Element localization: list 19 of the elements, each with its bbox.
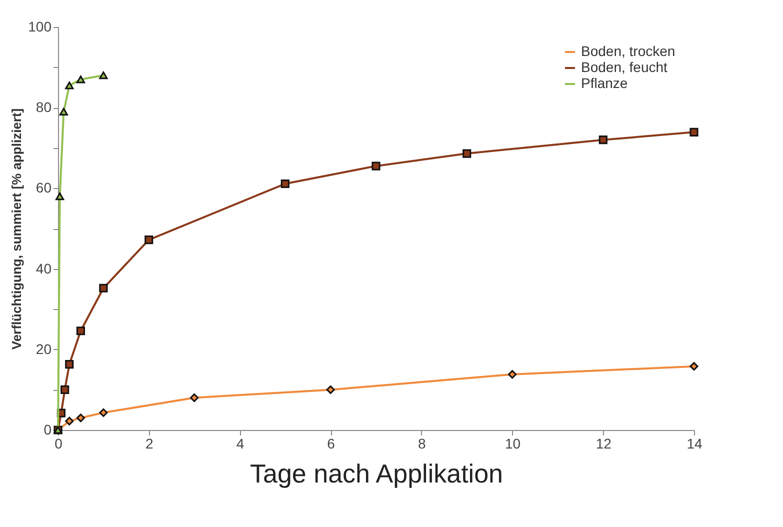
y-tick-label: 100 bbox=[28, 18, 52, 34]
x-tick-label: 6 bbox=[327, 436, 336, 452]
legend-label: Boden, trocken bbox=[581, 43, 676, 59]
x-tick-label: 10 bbox=[504, 436, 521, 452]
y-tick-label: 60 bbox=[36, 180, 52, 196]
x-tick-label: 12 bbox=[596, 436, 612, 452]
y-tick-label: 0 bbox=[44, 422, 52, 438]
x-tick-label: 8 bbox=[418, 436, 426, 452]
x-tick-label: 14 bbox=[686, 436, 702, 452]
y-tick-label: 20 bbox=[36, 340, 52, 357]
y-tick-label: 40 bbox=[36, 260, 52, 276]
legend-label: Pflanze bbox=[581, 75, 628, 91]
y-axis-title: Verflüchtigung, summiert [% appliziert] bbox=[9, 108, 24, 350]
x-tick-label: 4 bbox=[236, 436, 244, 452]
x-tick-label: 2 bbox=[145, 436, 154, 452]
y-tick-label: 80 bbox=[36, 99, 52, 116]
legend-label: Boden, feucht bbox=[581, 59, 668, 75]
x-axis-title: Tage nach Applikation bbox=[250, 458, 503, 488]
x-tick-label: 0 bbox=[54, 436, 63, 452]
